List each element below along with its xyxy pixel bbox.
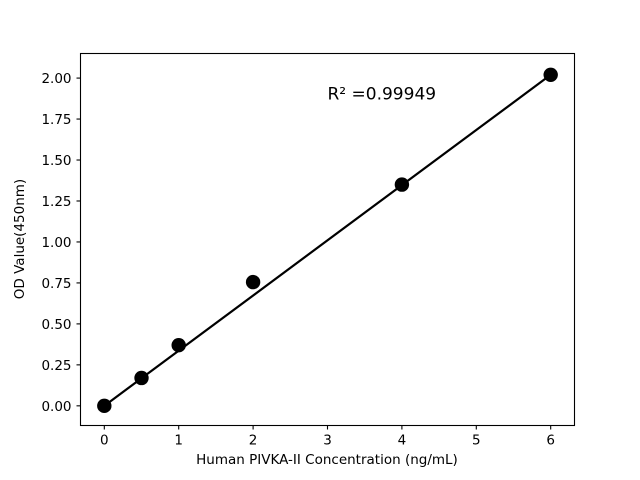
x-axis-label: Human PIVKA-II Concentration (ng/mL)	[196, 452, 458, 468]
y-tick-label: 0.25	[41, 358, 71, 374]
data-point	[134, 370, 149, 386]
x-tick-label: 3	[323, 433, 332, 449]
y-tick-label: 1.75	[41, 112, 71, 128]
data-point	[543, 67, 558, 83]
y-tick-label: 0.00	[41, 399, 71, 415]
x-axis-tick-labels: 0 1 2 3 4 5 6	[100, 433, 555, 449]
x-tick-label: 6	[546, 433, 555, 449]
y-axis-tick-marks	[76, 77, 81, 407]
x-tick-label: 1	[174, 433, 183, 449]
data-point	[97, 398, 112, 414]
y-tick-label: 0.75	[41, 276, 71, 292]
y-axis-tick-labels: 0.00 0.25 0.50 0.75 1.00 1.25 1.50 1.75 2.00	[41, 71, 71, 415]
y-tick-label: 0.50	[41, 317, 71, 333]
x-tick-label: 4	[398, 433, 407, 449]
x-tick-label: 2	[249, 433, 258, 449]
y-tick-label: 1.50	[41, 153, 71, 169]
r-squared-annotation: R² =0.99949	[328, 84, 437, 104]
data-point	[394, 177, 410, 192]
data-point	[171, 338, 186, 353]
x-tick-label: 0	[100, 433, 109, 449]
y-tick-label: 1.00	[41, 235, 71, 251]
y-tick-label: 2.00	[41, 71, 71, 87]
y-axis-label: OD Value(450nm)	[12, 179, 28, 299]
x-axis-tick-marks	[103, 425, 552, 430]
data-point-markers	[97, 67, 558, 414]
x-tick-label: 5	[472, 433, 481, 449]
data-point	[245, 274, 261, 290]
y-tick-label: 1.25	[41, 194, 71, 210]
